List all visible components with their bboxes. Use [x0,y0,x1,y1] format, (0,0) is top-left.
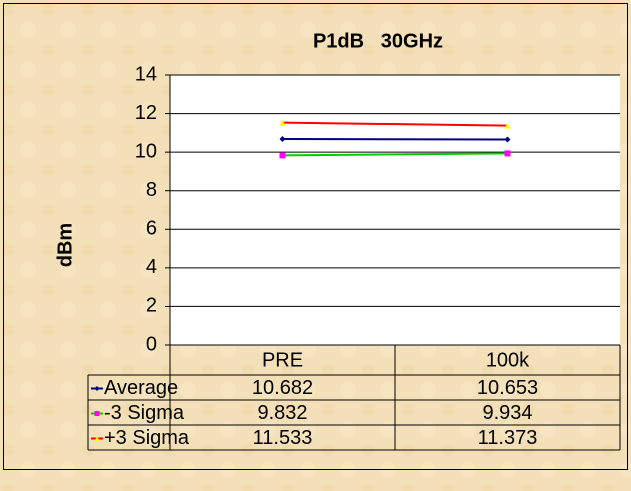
y-tick-label: 10 [135,140,157,162]
chart-title: P1dB 30GHz [313,30,443,52]
series-line [282,137,508,141]
legend-label: Average [104,377,178,399]
legend-label: -3 Sigma [104,402,185,424]
y-axis-label: dBm [54,223,76,267]
table-cell: 11.533 [253,427,313,449]
plot-area [170,75,620,345]
marker [279,152,286,159]
y-tick-label: 6 [146,218,157,240]
y-tick-label: 2 [146,295,157,317]
table-cell: 10.682 [252,377,313,399]
table-cell: 11.373 [478,427,538,449]
legend-key-marker [94,386,100,391]
marker [279,135,286,142]
chart-border [3,3,628,470]
x-tick-label: PRE [262,349,303,371]
marker [279,119,286,126]
marker [504,122,511,129]
legend-key-marker [94,411,100,416]
marker [504,136,511,143]
y-tick-label: 4 [146,256,157,278]
y-tick-label: 8 [146,179,157,201]
x-tick-label: 100k [486,349,530,371]
y-tick-label: 14 [135,63,157,85]
legend-label: +3 Sigma [104,427,190,449]
table-cell: 9.934 [482,402,532,424]
legend-key-marker [94,436,100,441]
series-line [282,121,508,127]
marker [504,150,511,157]
y-tick-label: 0 [146,333,157,355]
table-cell: 9.832 [257,402,307,424]
series-line [282,152,508,157]
table-cell: 10.653 [477,377,538,399]
y-tick-label: 12 [135,102,157,124]
